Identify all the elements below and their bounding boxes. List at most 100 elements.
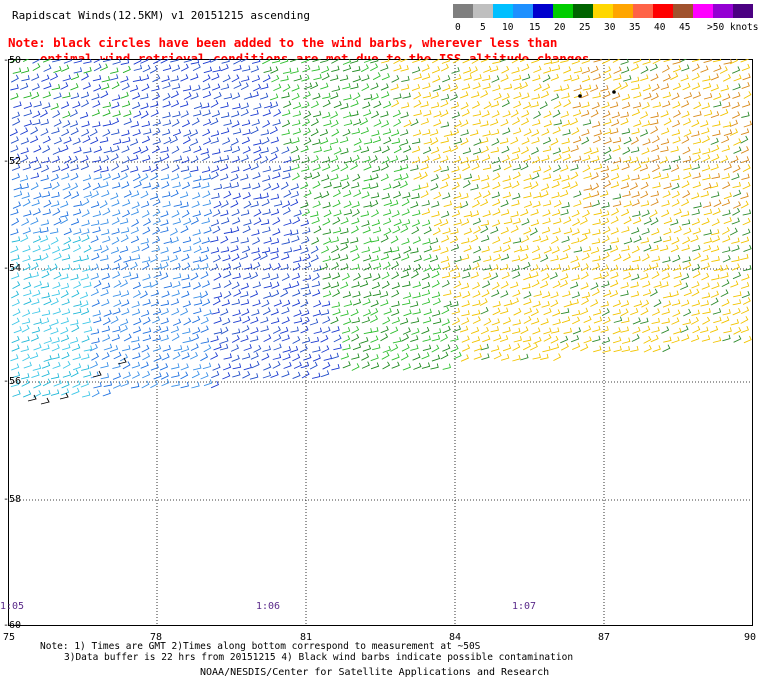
wind-barb (231, 328, 241, 335)
wind-barb (50, 236, 59, 245)
wind-barb (152, 217, 161, 225)
wind-barb (61, 101, 70, 109)
wind-barb (183, 92, 192, 100)
wind-barb (423, 138, 433, 145)
wind-barb (493, 93, 502, 101)
wind-barb (640, 129, 649, 137)
wind-barb (401, 219, 411, 226)
wind-barb (33, 145, 42, 153)
wind-barb (133, 180, 142, 189)
wind-barb (131, 336, 140, 343)
wind-barb (523, 307, 532, 315)
wind-barb (263, 363, 272, 371)
wind-barb (560, 59, 569, 63)
wind-barb (242, 245, 251, 254)
wind-barb (72, 208, 82, 216)
wind-barb (82, 182, 91, 191)
wind-barb (310, 128, 319, 137)
wind-barb (191, 264, 200, 271)
wind-barb (181, 253, 190, 262)
wind-barb (671, 236, 680, 245)
wind-barb (240, 173, 249, 181)
wind-barb (61, 64, 70, 72)
wind-barb (661, 308, 670, 315)
wind-barb (141, 256, 151, 263)
wind-barb (259, 252, 268, 260)
wind-barb (231, 74, 240, 83)
wind-barb (641, 173, 651, 181)
wind-barb (231, 166, 240, 173)
lon-label: 87 (598, 632, 611, 643)
wind-barb (170, 298, 180, 306)
wind-barb (169, 135, 178, 144)
wind-barb (681, 110, 690, 118)
wind-barb (421, 64, 430, 72)
wind-barb (80, 162, 90, 171)
wind-barb (532, 300, 541, 308)
wind-barb (140, 361, 149, 369)
wind-barb (292, 216, 301, 225)
wind-barb (29, 352, 39, 360)
wind-barb (703, 183, 712, 191)
wind-barb (520, 208, 529, 217)
wind-barb (192, 282, 202, 290)
wind-barb (110, 246, 120, 254)
wind-barb (210, 247, 220, 254)
wind-barb (13, 326, 22, 334)
wind-barb (363, 109, 372, 117)
wind-barb (293, 317, 303, 324)
wind-barb (691, 82, 701, 90)
wind-barb (140, 59, 149, 64)
wind-barb (431, 200, 440, 208)
wind-barb (693, 110, 702, 118)
wind-barb (460, 137, 469, 146)
wind-barb (281, 370, 290, 378)
wind-barb (692, 244, 701, 252)
wind-barb (412, 353, 421, 361)
wind-barb (621, 174, 630, 182)
wind-barb (280, 263, 289, 271)
wind-barb (142, 165, 151, 172)
wind-barb (323, 181, 332, 189)
wind-barb (352, 65, 361, 73)
wind-barb (632, 326, 641, 334)
wind-barb (450, 84, 459, 92)
wind-barb (703, 208, 713, 216)
wind-barb (302, 65, 311, 73)
wind-barb (352, 272, 361, 281)
wind-barb (263, 101, 273, 109)
wind-barb (722, 209, 731, 217)
wind-barb (462, 147, 472, 155)
wind-barb (530, 181, 539, 190)
wind-barb (180, 225, 189, 234)
wind-barb (531, 279, 540, 288)
wind-barb (440, 351, 449, 360)
wind-barb (223, 190, 232, 199)
wind-barb (391, 74, 400, 83)
wind-barb (532, 200, 541, 208)
wind-barb (541, 273, 550, 281)
wind-barb (421, 289, 431, 297)
wind-barb (380, 110, 389, 118)
wind-barb (539, 101, 548, 110)
wind-barb (692, 91, 701, 99)
wind-barb (322, 217, 331, 226)
wind-barb (160, 317, 169, 325)
wind-barb (441, 173, 450, 182)
wind-barb (433, 119, 442, 127)
wind-barb (472, 110, 482, 117)
wind-barb (222, 372, 231, 380)
wind-barb (500, 354, 510, 361)
wind-barb (550, 291, 559, 299)
wind-barb (442, 363, 451, 370)
wind-barb (10, 136, 19, 144)
wind-barb (51, 181, 60, 190)
legend-label: 35 (629, 22, 641, 33)
wind-barb (193, 145, 202, 153)
wind-barb (292, 102, 302, 110)
wind-barb (30, 172, 40, 179)
wind-barb (10, 92, 19, 100)
wind-barb (153, 372, 162, 380)
wind-barb (100, 289, 109, 297)
wind-barb (572, 155, 582, 162)
